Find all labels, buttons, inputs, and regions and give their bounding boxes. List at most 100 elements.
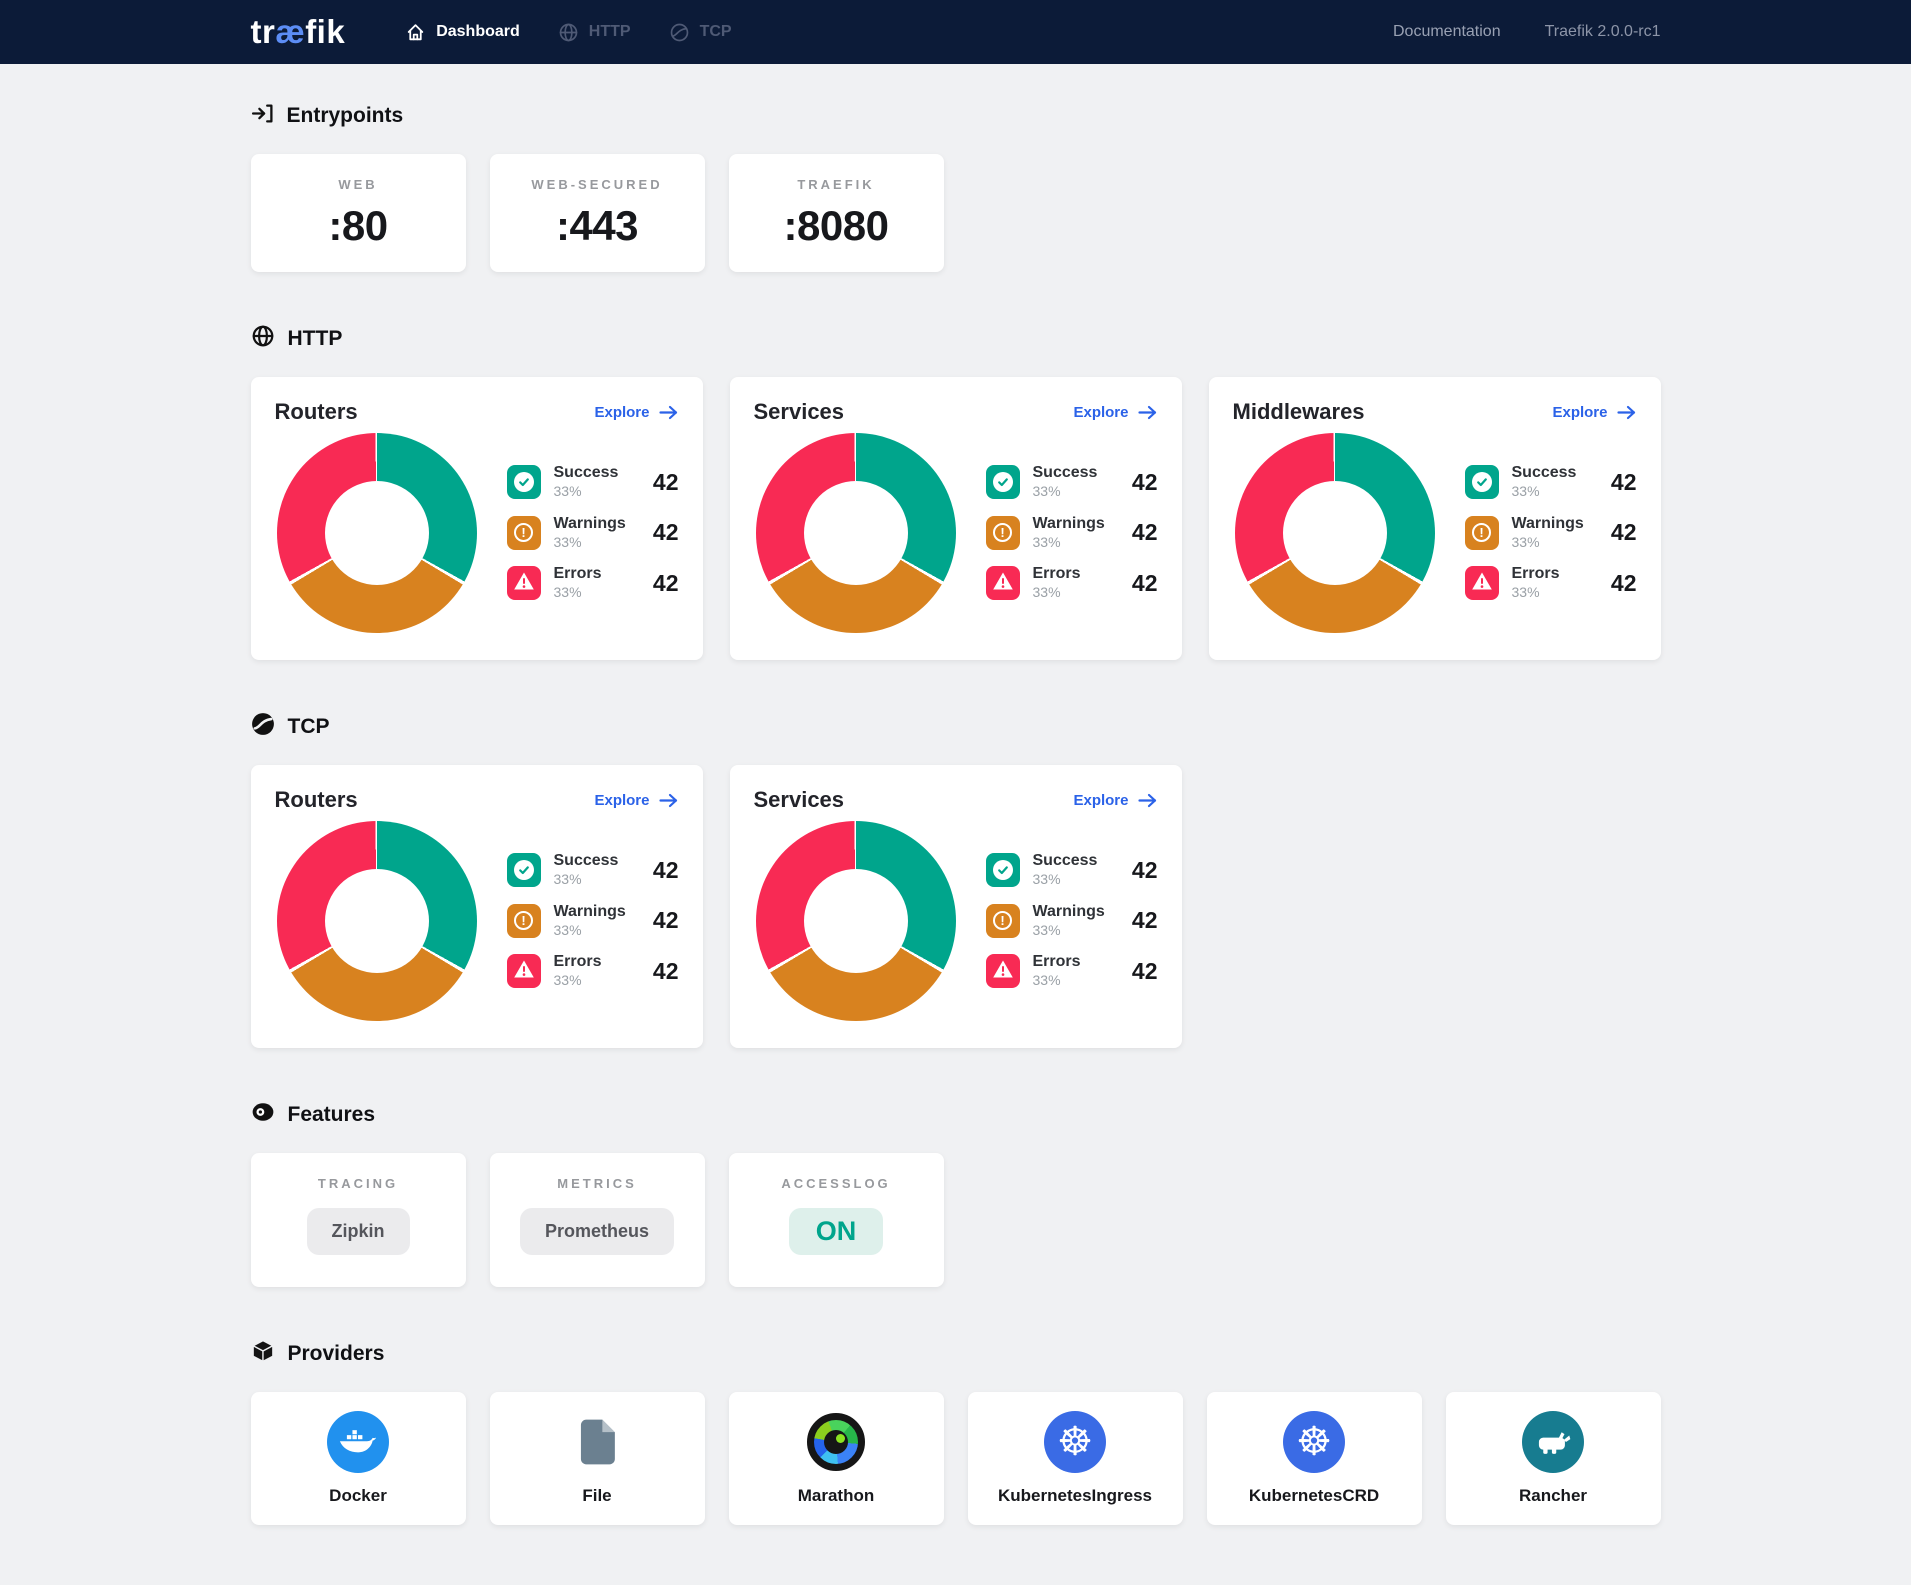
legend-percent: 33% <box>553 972 582 989</box>
nav-item-tcp[interactable]: TCP <box>665 16 736 49</box>
legend-row: ! Warnings 33% 42 <box>1464 514 1637 552</box>
docker-icon <box>327 1411 389 1473</box>
provider-card: ☸ KubernetesCRD <box>1206 1392 1422 1525</box>
status-donut-chart <box>276 432 477 633</box>
legend-percent: 33% <box>1032 533 1061 550</box>
nav-item-http[interactable]: HTTP <box>554 16 635 49</box>
legend-count: 42 <box>1610 468 1637 495</box>
feature-value-pill: Prometheus <box>519 1208 675 1255</box>
legend-row: ! Warnings 33% 42 <box>985 902 1158 940</box>
legend-label: Success <box>553 464 619 482</box>
legend-label: Success <box>1032 464 1098 482</box>
section-tcp: TCP Routers Explore Success 33% 42 ! War… <box>250 712 1661 1048</box>
entrypoint-port: :80 <box>328 201 388 249</box>
entrypoint-name: WEB <box>338 176 378 192</box>
marathon-icon <box>805 1411 867 1473</box>
legend-row: Success 33% 42 <box>506 463 679 501</box>
donut-card-title: Routers <box>274 787 358 812</box>
legend-percent: 33% <box>553 871 582 888</box>
nav-item-dashboard[interactable]: Dashboard <box>401 16 524 49</box>
section-title-http: HTTP <box>287 326 343 350</box>
provider-card: ☸ KubernetesIngress <box>967 1392 1183 1525</box>
legend-row: Success 33% 42 <box>985 851 1158 889</box>
donut-card: Services Explore Success 33% 42 ! Warnin… <box>729 377 1182 660</box>
arrow-right-icon <box>658 793 677 807</box>
entrypoint-name: WEB-SECURED <box>531 176 663 192</box>
exclamation-circle-icon: ! <box>514 523 533 542</box>
section-title-providers: Providers <box>287 1341 385 1365</box>
explore-link[interactable]: Explore <box>594 404 678 421</box>
donut-card-title: Services <box>753 787 845 812</box>
donut-card: Routers Explore Success 33% 42 ! Warning… <box>250 377 703 660</box>
donut-card: Routers Explore Success 33% 42 ! Warning… <box>250 765 703 1048</box>
warning-triangle-icon <box>513 959 535 984</box>
legend-percent: 33% <box>1511 533 1540 550</box>
provider-name: KubernetesCRD <box>1248 1486 1380 1505</box>
explore-link[interactable]: Explore <box>1073 792 1157 809</box>
legend-count: 42 <box>652 569 679 596</box>
top-navbar: træfik Dashboard HTTP TCP Documentation Tr… <box>0 0 1911 64</box>
status-donut-chart <box>1234 432 1435 633</box>
documentation-link[interactable]: Documentation <box>1392 23 1501 40</box>
section-features: Features TRACING Zipkin METRICS Promethe… <box>250 1100 1661 1287</box>
donut-card-title: Services <box>753 399 845 424</box>
globe-icon <box>558 22 579 43</box>
explore-label: Explore <box>1073 403 1129 421</box>
legend-count: 42 <box>652 957 679 984</box>
check-circle-icon <box>992 472 1013 492</box>
legend-label: Warnings <box>553 514 626 532</box>
legend-row: ! Warnings 33% 42 <box>506 514 679 552</box>
feature-value-pill: Zipkin <box>306 1208 410 1255</box>
rancher-icon <box>1522 1411 1584 1473</box>
check-circle-icon <box>992 860 1013 880</box>
globe-icon <box>251 324 275 353</box>
provider-card: Rancher <box>1445 1392 1661 1525</box>
explore-link[interactable]: Explore <box>594 792 678 809</box>
entrypoints-icon <box>251 102 274 130</box>
legend-label: Errors <box>1511 565 1560 583</box>
dashboard-main: Entrypoints WEB :80 WEB-SECURED :443 TRA… <box>250 64 1661 1525</box>
providers-cube-icon <box>251 1339 275 1368</box>
exclamation-circle-icon: ! <box>1472 523 1491 542</box>
feature-name: TRACING <box>317 1176 399 1191</box>
section-title-entrypoints: Entrypoints <box>286 104 404 127</box>
legend-label: Success <box>1032 852 1098 870</box>
legend-label: Errors <box>553 953 602 971</box>
provider-card: Marathon <box>728 1392 944 1525</box>
legend-label: Errors <box>1032 565 1081 583</box>
kubernetes-icon: ☸ <box>1044 1411 1106 1473</box>
section-entrypoints: Entrypoints WEB :80 WEB-SECURED :443 TRA… <box>250 102 1661 272</box>
section-http: HTTP Routers Explore Success 33% 42 ! Wa… <box>250 324 1661 660</box>
provider-name: KubernetesIngress <box>998 1486 1152 1505</box>
section-providers: Providers Docker File Marathon ☸ Kuberne… <box>250 1339 1661 1525</box>
legend-count: 42 <box>1131 907 1158 933</box>
legend-row: Success 33% 42 <box>506 851 679 889</box>
feature-name: ACCESSLOG <box>781 1176 891 1191</box>
legend-label: Errors <box>553 565 602 583</box>
explore-link[interactable]: Explore <box>1552 404 1636 421</box>
exclamation-circle-icon: ! <box>993 911 1012 930</box>
explore-link[interactable]: Explore <box>1073 404 1157 421</box>
entrypoint-port: :8080 <box>783 201 889 249</box>
feature-card: ACCESSLOG ON <box>728 1153 944 1287</box>
tcp-icon <box>669 22 690 43</box>
entrypoint-name: TRAEFIK <box>797 176 875 192</box>
provider-name: Rancher <box>1518 1486 1588 1505</box>
exclamation-circle-icon: ! <box>993 523 1012 542</box>
legend-percent: 33% <box>1511 483 1540 500</box>
legend-count: 42 <box>652 519 679 545</box>
legend-percent: 33% <box>553 921 582 938</box>
legend-row: Errors 33% 42 <box>1464 564 1637 602</box>
legend-count: 42 <box>1131 468 1158 495</box>
feature-name: METRICS <box>557 1176 637 1191</box>
legend-percent: 33% <box>553 584 582 601</box>
arrow-right-icon <box>1616 405 1635 419</box>
warning-triangle-icon <box>1471 571 1493 596</box>
status-donut-chart <box>755 432 956 633</box>
tcp-icon <box>251 712 275 741</box>
legend-percent: 33% <box>1511 584 1540 601</box>
section-title-features: Features <box>287 1102 376 1126</box>
entrypoint-card: WEB-SECURED :443 <box>489 154 705 272</box>
legend-percent: 33% <box>1032 871 1061 888</box>
donut-card-title: Middlewares <box>1232 399 1365 424</box>
